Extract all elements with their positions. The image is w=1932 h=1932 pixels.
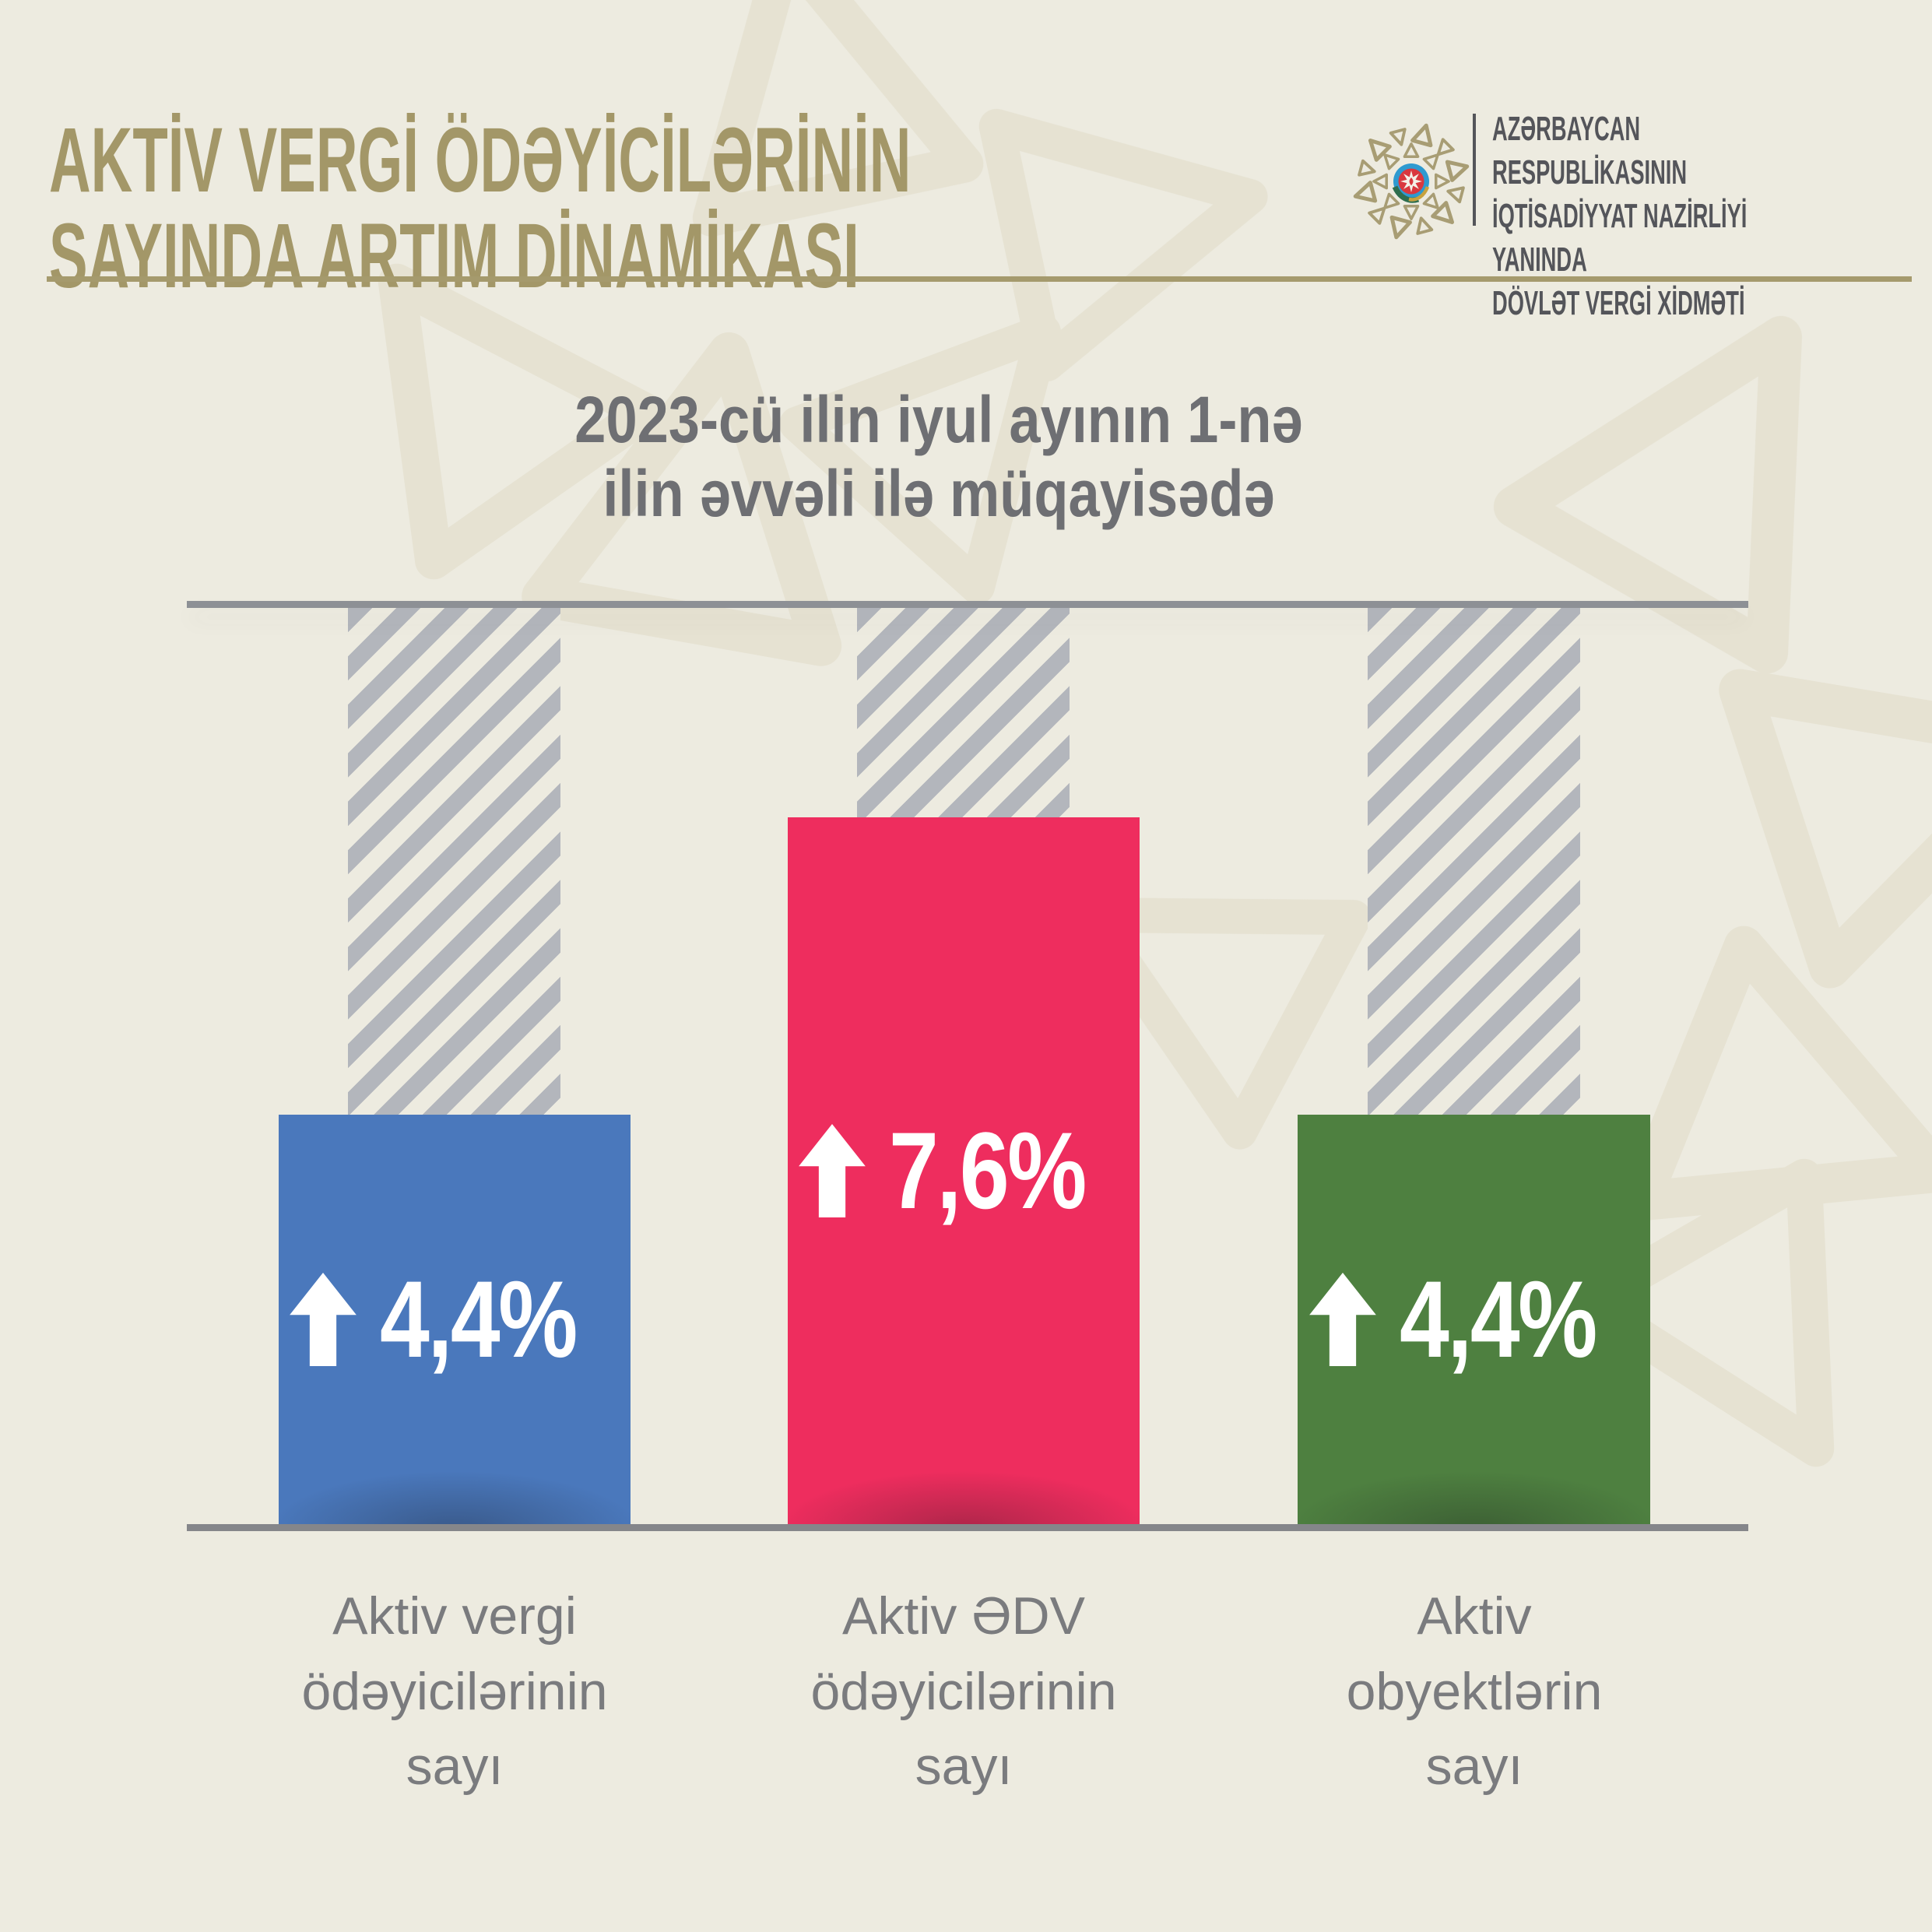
- bar-value-text: 4,4%: [380, 1258, 578, 1380]
- bar-value-label: 4,4%: [290, 1265, 619, 1374]
- chart-top-axis-line: [187, 601, 1748, 608]
- bar-value-text: 4,4%: [1399, 1258, 1597, 1380]
- category-label-active-taxpayers: Aktiv vergi ödəyicilərinin sayı: [301, 1586, 608, 1797]
- logo-divider-line: [1473, 114, 1476, 226]
- up-arrow-icon: [799, 1124, 866, 1217]
- chart-baseline: [187, 1524, 1748, 1531]
- page-title: AKTİV VERGİ ÖDƏYİCİLƏRİNİN SAYINDA ARTIM…: [49, 109, 912, 307]
- bar-value-text: 7,6%: [889, 1109, 1087, 1231]
- tax-service-logo-icon: [1353, 123, 1470, 240]
- azerbaijan-state-emblem-icon: [1392, 163, 1430, 203]
- category-label-active-vat-payers: Aktiv ƏDV ödəyicilərinin sayı: [810, 1586, 1117, 1797]
- org-name: AZƏRBAYCAN RESPUBLİKASININ İQTİSADİYYAT …: [1492, 110, 1748, 322]
- up-arrow-icon: [1309, 1273, 1376, 1366]
- bar-value-label: 7,6%: [799, 1116, 1128, 1225]
- bar-value-label: 4,4%: [1309, 1265, 1639, 1374]
- up-arrow-icon: [290, 1273, 357, 1366]
- bar-active-objects: 4,4%: [1298, 1115, 1650, 1524]
- bar-active-vat-payers: 7,6%: [788, 817, 1140, 1524]
- bar-active-taxpayers: 4,4%: [279, 1115, 631, 1524]
- category-label-active-objects: Aktiv obyektlərin sayı: [1346, 1586, 1603, 1797]
- chart-subtitle: 2023-cü ilin iyul ayının 1-nə ilin əvvəl…: [574, 383, 1303, 530]
- title-divider-line: [47, 276, 1912, 282]
